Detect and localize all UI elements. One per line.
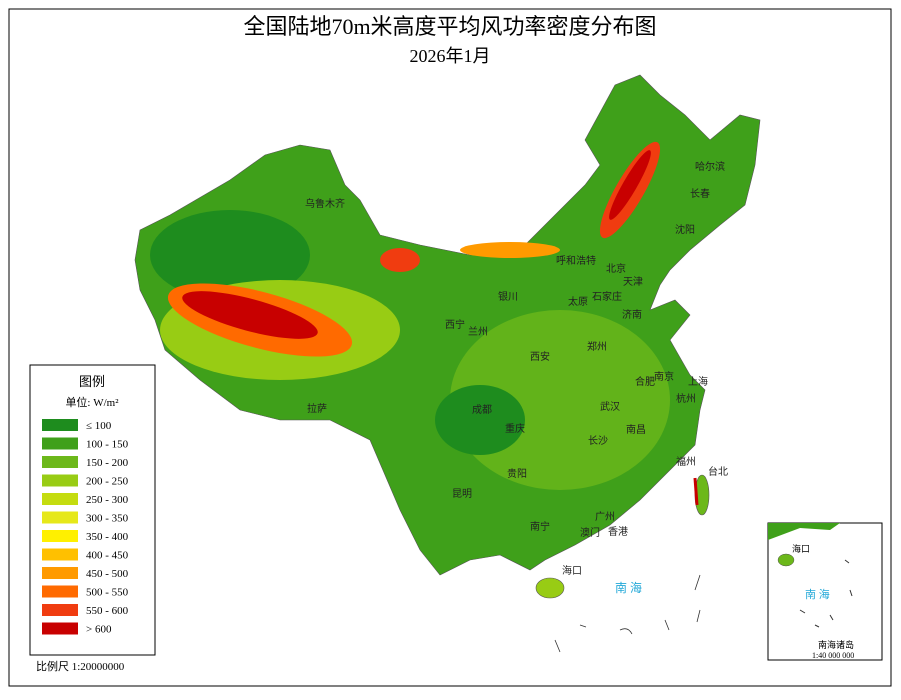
legend-label: 200 - 250 bbox=[86, 476, 129, 488]
city-label: 石家庄 bbox=[592, 290, 622, 303]
city-label: 广州 bbox=[595, 511, 615, 523]
inset-city: 海口 bbox=[792, 543, 810, 554]
city-label: 澳门 bbox=[580, 526, 600, 539]
legend-label: 500 - 550 bbox=[86, 587, 129, 599]
city-label: 兰州 bbox=[468, 325, 488, 338]
legend-swatch bbox=[42, 437, 78, 450]
city-label: 拉萨 bbox=[307, 402, 327, 415]
title: 全国陆地70m米高度平均风功率密度分布图 bbox=[243, 14, 656, 39]
city-label: 沈阳 bbox=[675, 223, 695, 236]
inset-map: 海口 南 海 南海诸岛 1:40 000 000 bbox=[767, 522, 883, 661]
islands bbox=[554, 574, 701, 653]
city-label: 长沙 bbox=[588, 435, 608, 447]
city-label: 天津 bbox=[623, 276, 643, 288]
city-label: 呼和浩特 bbox=[556, 255, 596, 267]
legend-swatch bbox=[42, 548, 78, 561]
legend-swatch bbox=[42, 567, 78, 579]
city-label: 香港 bbox=[608, 526, 628, 538]
city-label: 西宁 bbox=[445, 318, 465, 331]
city-label: 成都 bbox=[472, 404, 492, 416]
city-label: 贵阳 bbox=[507, 467, 527, 480]
legend-label: > 600 bbox=[86, 624, 112, 636]
legend-swatch bbox=[42, 474, 78, 487]
city-label: 南宁 bbox=[530, 520, 550, 533]
city-label: 台北 bbox=[708, 465, 728, 478]
legend-unit: 单位: W/m² bbox=[65, 395, 119, 409]
city-label: 杭州 bbox=[676, 392, 696, 405]
legend-swatch bbox=[42, 456, 78, 468]
inset-scale: 1:40 000 000 bbox=[812, 651, 854, 660]
city-label: 昆明 bbox=[452, 488, 472, 500]
city-label: 济南 bbox=[622, 308, 642, 321]
legend-swatch bbox=[42, 604, 78, 616]
city-label: 北京 bbox=[606, 262, 626, 275]
city-labels: 乌鲁木齐 哈尔滨 长春 沈阳 呼和浩特 北京 天津 银川 太原 石家庄 济南 西… bbox=[305, 160, 728, 577]
inset-sea: 南 海 bbox=[805, 587, 830, 601]
sea-label: 南 海 bbox=[615, 580, 642, 595]
legend-label: 400 - 450 bbox=[86, 550, 129, 562]
city-label: 西安 bbox=[530, 350, 550, 363]
city-label: 南京 bbox=[654, 370, 674, 383]
legend: 图例 单位: W/m² ≤ 100 100 - 150 150 - 200 200 -… bbox=[29, 364, 156, 656]
city-label: 海口 bbox=[562, 564, 582, 577]
city-label: 武汉 bbox=[600, 400, 620, 413]
legend-label: 550 - 600 bbox=[86, 605, 129, 617]
city-label: 乌鲁木齐 bbox=[305, 197, 345, 210]
inset-islands: 南海诸岛 bbox=[818, 639, 854, 650]
city-label: 哈尔滨 bbox=[695, 160, 725, 173]
city-label: 上海 bbox=[688, 375, 708, 388]
legend-label: 350 - 400 bbox=[86, 531, 129, 543]
legend-swatch bbox=[42, 493, 78, 505]
city-label: 长春 bbox=[690, 188, 710, 200]
city-label: 重庆 bbox=[505, 422, 525, 435]
legend-label: 100 - 150 bbox=[86, 439, 129, 451]
legend-label: ≤ 100 bbox=[86, 420, 112, 432]
city-label: 太原 bbox=[568, 295, 588, 308]
city-label: 福州 bbox=[676, 455, 696, 468]
legend-swatch bbox=[42, 622, 78, 635]
city-label: 银川 bbox=[498, 290, 518, 303]
inset-frame bbox=[767, 522, 883, 661]
subtitle: 2026年1月 bbox=[410, 46, 491, 66]
scale-label: 比例尺 1:20000000 bbox=[36, 659, 125, 673]
legend-swatch bbox=[42, 511, 78, 524]
city-label: 合肥 bbox=[635, 375, 655, 388]
legend-label: 150 - 200 bbox=[86, 457, 129, 469]
legend-label: 450 - 500 bbox=[86, 568, 129, 580]
legend-title: 图例 bbox=[79, 374, 105, 389]
city-label: 南昌 bbox=[626, 423, 646, 436]
legend-label: 250 - 300 bbox=[86, 494, 129, 506]
legend-swatch bbox=[42, 530, 78, 542]
china-land bbox=[134, 74, 761, 599]
legend-label: 300 - 350 bbox=[86, 513, 129, 525]
legend-swatch bbox=[42, 585, 78, 598]
city-label: 郑州 bbox=[587, 340, 607, 353]
legend-swatch bbox=[42, 419, 78, 431]
